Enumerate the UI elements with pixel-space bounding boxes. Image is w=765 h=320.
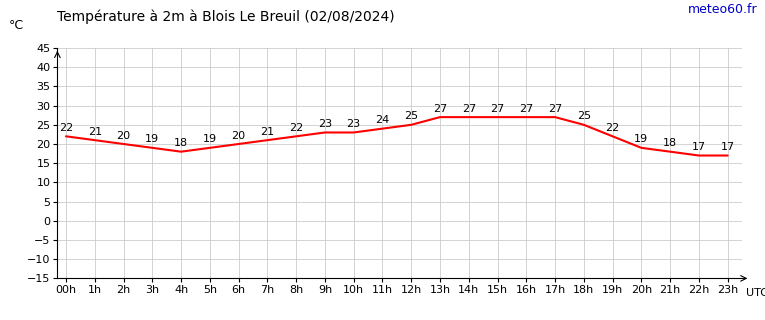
- Text: 21: 21: [88, 127, 102, 137]
- Text: 27: 27: [433, 104, 447, 114]
- Text: 19: 19: [145, 134, 159, 144]
- Text: °C: °C: [9, 19, 24, 32]
- Text: 25: 25: [577, 111, 591, 121]
- Text: 22: 22: [59, 123, 73, 133]
- Text: 19: 19: [634, 134, 649, 144]
- Text: 25: 25: [404, 111, 418, 121]
- Text: 22: 22: [605, 123, 620, 133]
- Text: 18: 18: [663, 138, 677, 148]
- Text: meteo60.fr: meteo60.fr: [688, 3, 757, 16]
- Text: 17: 17: [692, 142, 706, 152]
- Text: 27: 27: [490, 104, 505, 114]
- Text: 17: 17: [721, 142, 734, 152]
- Text: 20: 20: [116, 131, 131, 140]
- Text: 27: 27: [548, 104, 562, 114]
- Text: UTC: UTC: [746, 288, 765, 298]
- Text: 18: 18: [174, 138, 188, 148]
- Text: 21: 21: [260, 127, 275, 137]
- Text: 23: 23: [347, 119, 361, 129]
- Text: 24: 24: [376, 115, 389, 125]
- Text: 27: 27: [461, 104, 476, 114]
- Text: 19: 19: [203, 134, 217, 144]
- Text: 22: 22: [289, 123, 303, 133]
- Text: 20: 20: [232, 131, 246, 140]
- Text: Température à 2m à Blois Le Breuil (02/08/2024): Température à 2m à Blois Le Breuil (02/0…: [57, 10, 395, 24]
- Text: 23: 23: [317, 119, 332, 129]
- Text: 27: 27: [519, 104, 533, 114]
